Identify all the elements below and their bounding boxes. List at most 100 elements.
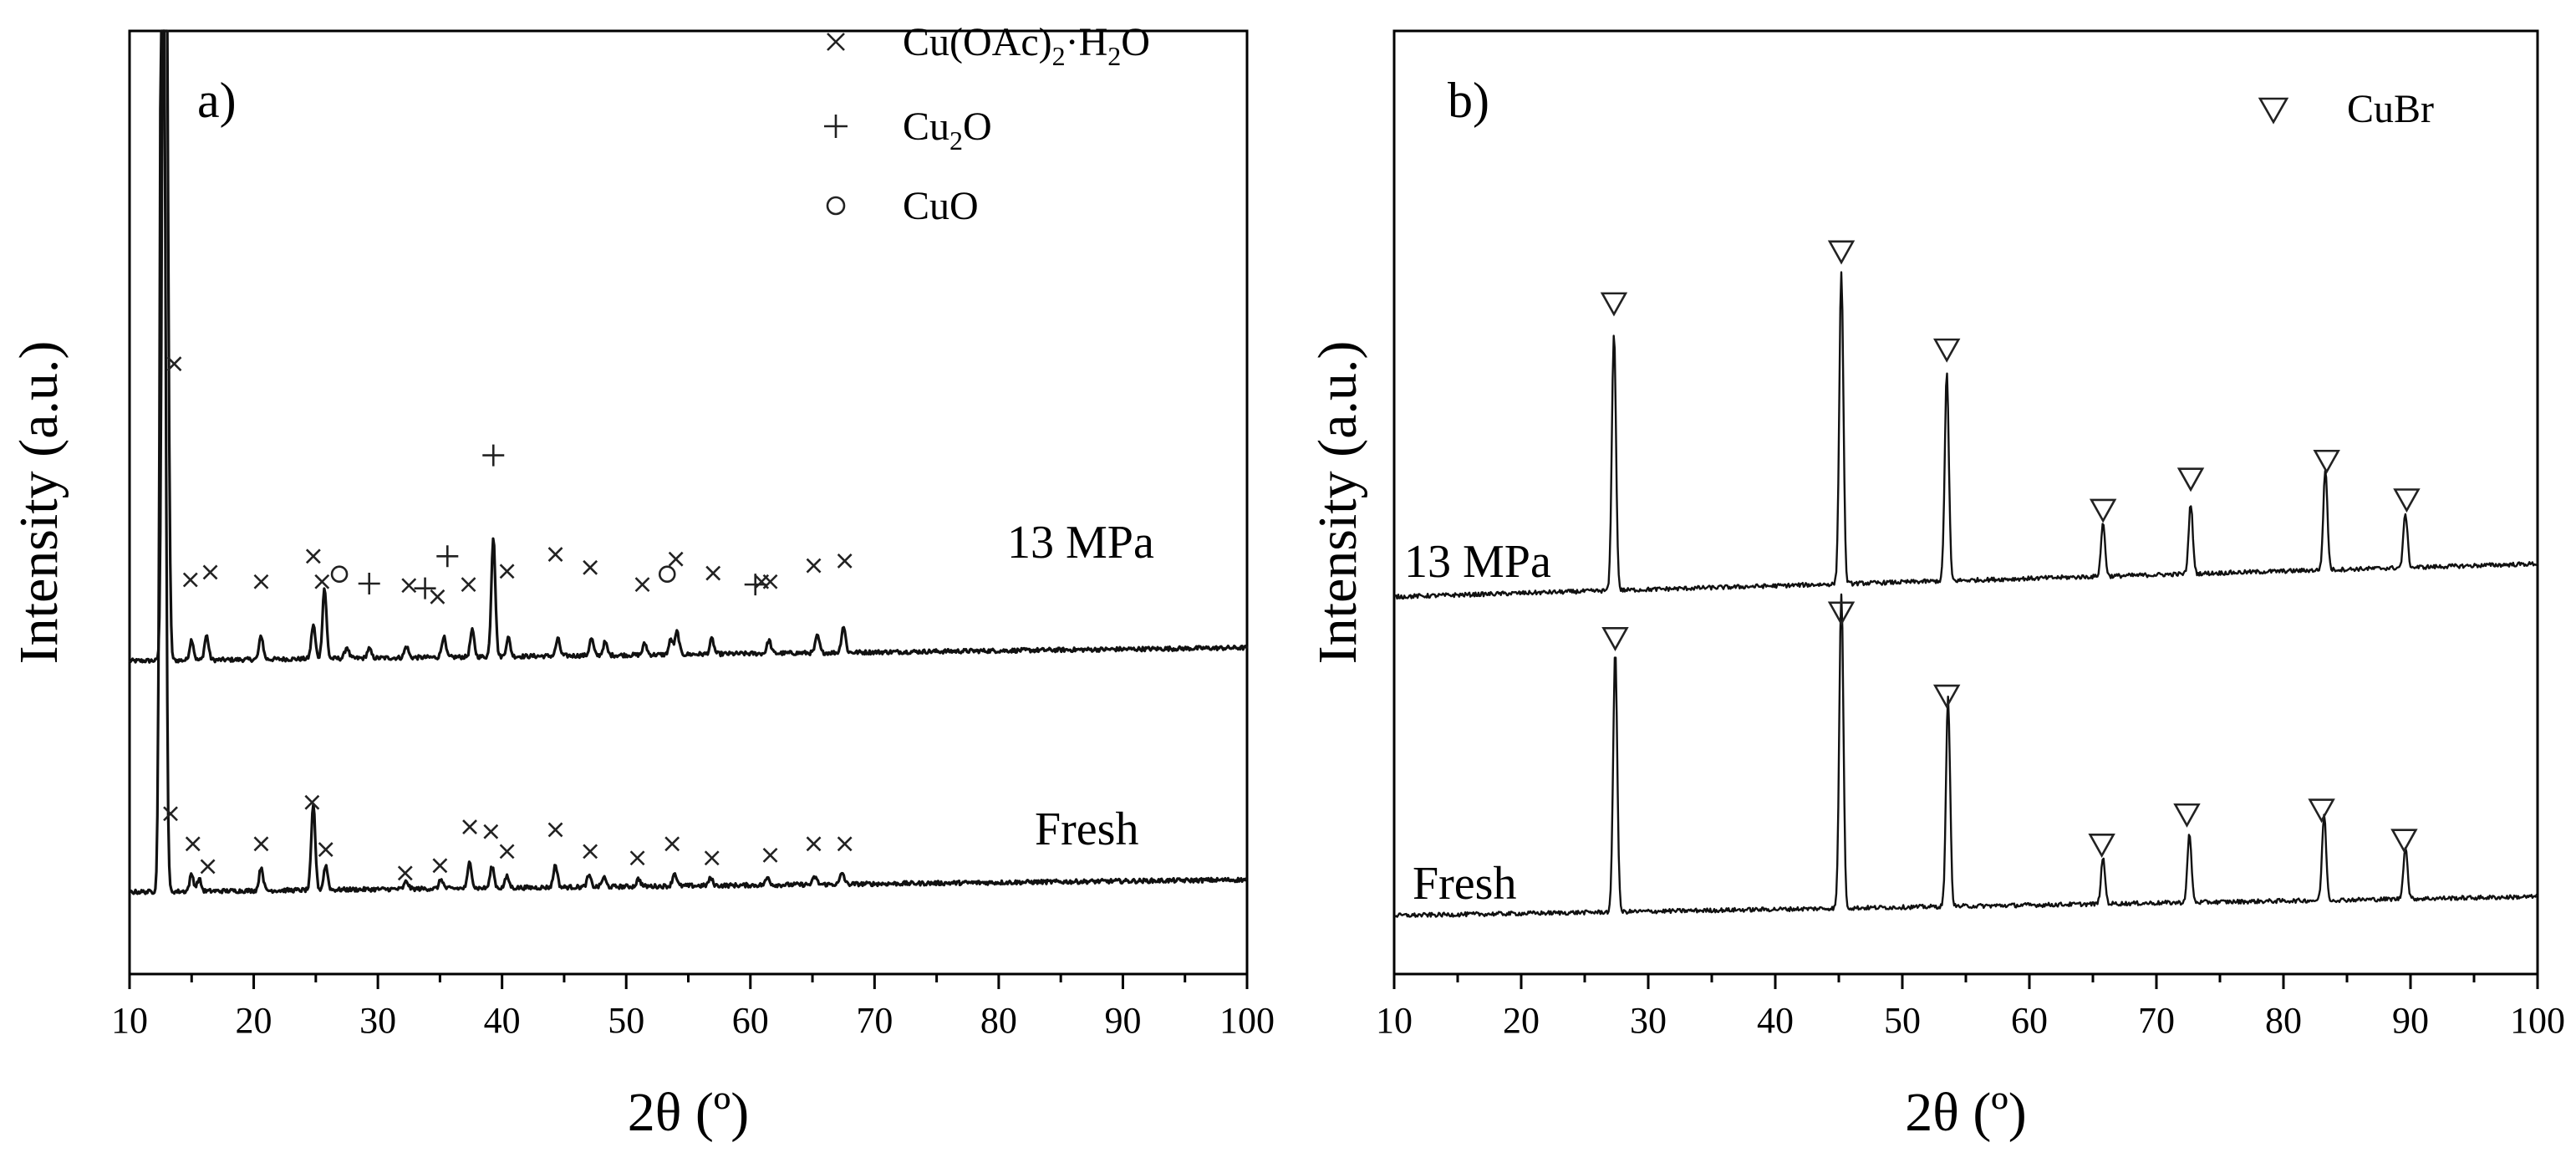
triangle-marker [2393, 488, 2421, 513]
triangle-marker [1827, 601, 1856, 626]
legend-marker [827, 33, 845, 51]
cross-marker [664, 836, 680, 852]
panel-b-chart: 10 20 30 40 50 60 70 80 90 100 2θ (º) Intensity (a.… [1307, 29, 2565, 1143]
cross-marker [547, 822, 563, 838]
cross-marker [253, 574, 269, 589]
series-fresh: Fresh [1393, 593, 2539, 918]
x-tick-label: 40 [484, 1000, 521, 1041]
x-tick-label: 50 [1884, 1000, 1921, 1041]
cross-marker [200, 859, 216, 875]
cross-marker [166, 356, 182, 372]
x-tick-label: 60 [732, 1000, 769, 1041]
plus-marker [358, 573, 380, 595]
cross-marker [318, 842, 333, 858]
x-axis-title: 2θ (º) [1905, 1082, 2027, 1143]
series-label: Fresh [1035, 803, 1138, 855]
cross-marker [837, 836, 853, 852]
x-axis-title: 2θ (º) [628, 1082, 750, 1143]
triangle-marker [1601, 627, 1629, 651]
triangle-marker [2313, 449, 2340, 474]
panel-label: b) [1448, 73, 1489, 128]
cross-marker [806, 836, 822, 852]
triangle-marker [2176, 467, 2205, 492]
legend-marker [2258, 97, 2289, 125]
series-line [1393, 271, 2539, 600]
legend-marker [824, 115, 848, 138]
legend-label: Cu2O [903, 105, 992, 156]
plus-marker [414, 577, 436, 599]
cross-marker [304, 794, 320, 810]
cross-marker [837, 553, 853, 569]
y-axis-title: Intensity (a.u.) [8, 341, 69, 665]
cross-marker [397, 865, 413, 881]
cross-marker [499, 844, 515, 859]
cross-marker [461, 577, 476, 593]
cross-marker [806, 558, 822, 574]
triangle-marker [2390, 829, 2418, 854]
series-13-mpa: 13 MPa [128, 29, 1249, 664]
x-tick-label: 80 [2265, 1000, 2302, 1041]
cross-marker [762, 847, 778, 863]
x-tick-label: 60 [2011, 1000, 2048, 1041]
triangle-marker [2308, 798, 2335, 824]
cross-marker [762, 574, 778, 589]
cross-marker [432, 858, 448, 874]
cross-marker [182, 572, 198, 588]
cross-marker [185, 836, 201, 852]
x-tick-label: 50 [608, 1000, 644, 1041]
panel-label: a) [197, 73, 237, 128]
x-tick-label: 80 [980, 1000, 1017, 1041]
cross-marker [547, 547, 563, 562]
cross-marker [314, 574, 330, 589]
plus-marker [482, 444, 505, 467]
legend-label: CuBr [2347, 87, 2434, 131]
plus-marker [744, 574, 766, 596]
series-line [129, 29, 1248, 895]
cross-marker [430, 589, 445, 604]
cross-marker [305, 548, 321, 564]
triangle-marker [2088, 834, 2115, 859]
cross-marker [483, 824, 499, 839]
series-label: 13 MPa [1007, 517, 1154, 569]
circle-marker [330, 565, 349, 584]
cross-marker [668, 551, 684, 567]
cross-marker [705, 565, 721, 581]
x-tick-label: 30 [1630, 1000, 1667, 1041]
cross-marker [253, 836, 269, 852]
cross-marker [583, 844, 598, 859]
x-tick-label: 10 [111, 1000, 148, 1041]
series-line [1393, 593, 2539, 918]
legend-label: CuO [903, 184, 979, 228]
cross-marker [401, 578, 417, 594]
x-tick-label: 20 [236, 1000, 272, 1041]
triangle-marker [2089, 498, 2117, 523]
triangle-marker [1932, 338, 1961, 363]
panel-b-plot-frame [1392, 29, 2539, 976]
triangle-marker [2173, 803, 2201, 828]
series-label: Fresh [1413, 858, 1516, 910]
x-tick-label: 20 [1503, 1000, 1540, 1041]
x-tick-label: 70 [2138, 1000, 2175, 1041]
triangle-marker [1932, 684, 1961, 709]
x-tick-label: 100 [1219, 1000, 1275, 1041]
series-line [128, 29, 1249, 664]
x-tick-label: 100 [2510, 1000, 2565, 1041]
legend-label: Cu(OAc)2·H2O [903, 20, 1150, 71]
plus-marker [436, 545, 459, 568]
cross-marker [499, 564, 515, 579]
x-tick-label: 90 [2392, 1000, 2429, 1041]
cross-marker [704, 850, 720, 866]
legend-marker [826, 196, 846, 216]
cross-marker [629, 850, 645, 866]
x-tick-label: 90 [1104, 1000, 1141, 1041]
x-tick-label: 30 [359, 1000, 396, 1041]
circle-marker [658, 565, 676, 584]
y-axis-title: Intensity (a.u.) [1307, 341, 1368, 665]
series-label: 13 MPa [1404, 536, 1551, 588]
cross-marker [202, 564, 218, 580]
triangle-marker [1600, 292, 1628, 317]
series-fresh: Fresh [129, 29, 1248, 895]
cross-marker [634, 577, 650, 593]
cross-marker [583, 559, 598, 575]
